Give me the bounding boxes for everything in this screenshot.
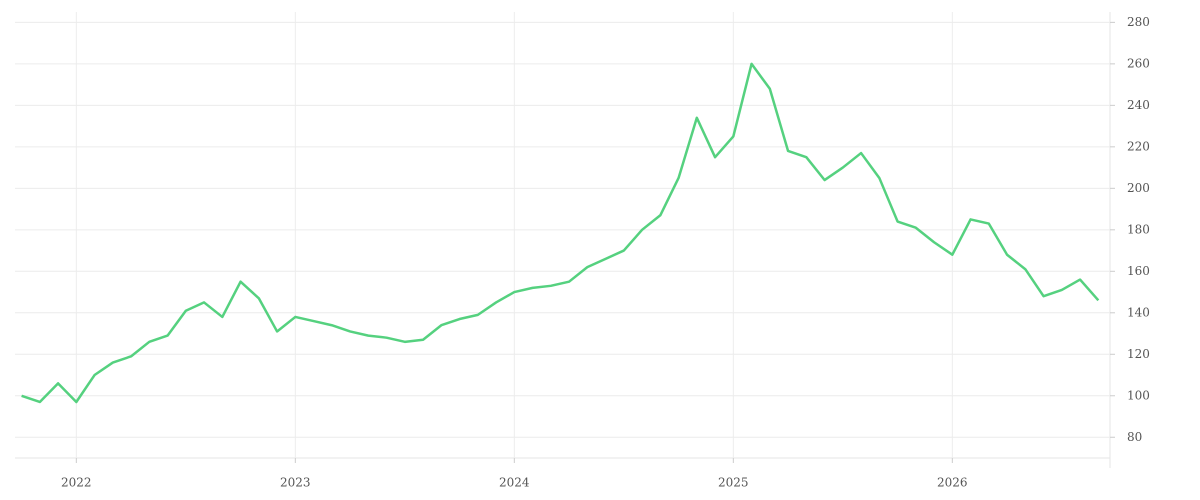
y-tick-label: 140	[1127, 305, 1150, 319]
y-tick-label: 100	[1127, 388, 1150, 402]
x-tick-label: 2025	[718, 476, 749, 490]
x-tick-label: 2026	[937, 476, 968, 490]
x-tick-label: 2023	[280, 476, 311, 490]
y-tick-label: 240	[1127, 98, 1150, 112]
y-tick-label: 180	[1127, 222, 1150, 236]
x-tick-label: 2024	[499, 476, 530, 490]
y-tick-label: 220	[1127, 139, 1150, 153]
y-tick-label: 80	[1127, 430, 1142, 444]
data-line	[21, 62, 1100, 404]
y-tick-label: 260	[1127, 56, 1150, 70]
y-tick-label: 160	[1127, 264, 1150, 278]
x-tick-label: 2022	[61, 476, 92, 490]
y-tick-label: 120	[1127, 347, 1150, 361]
y-tick-label: 280	[1127, 15, 1150, 29]
y-tick-label: 200	[1127, 181, 1150, 195]
